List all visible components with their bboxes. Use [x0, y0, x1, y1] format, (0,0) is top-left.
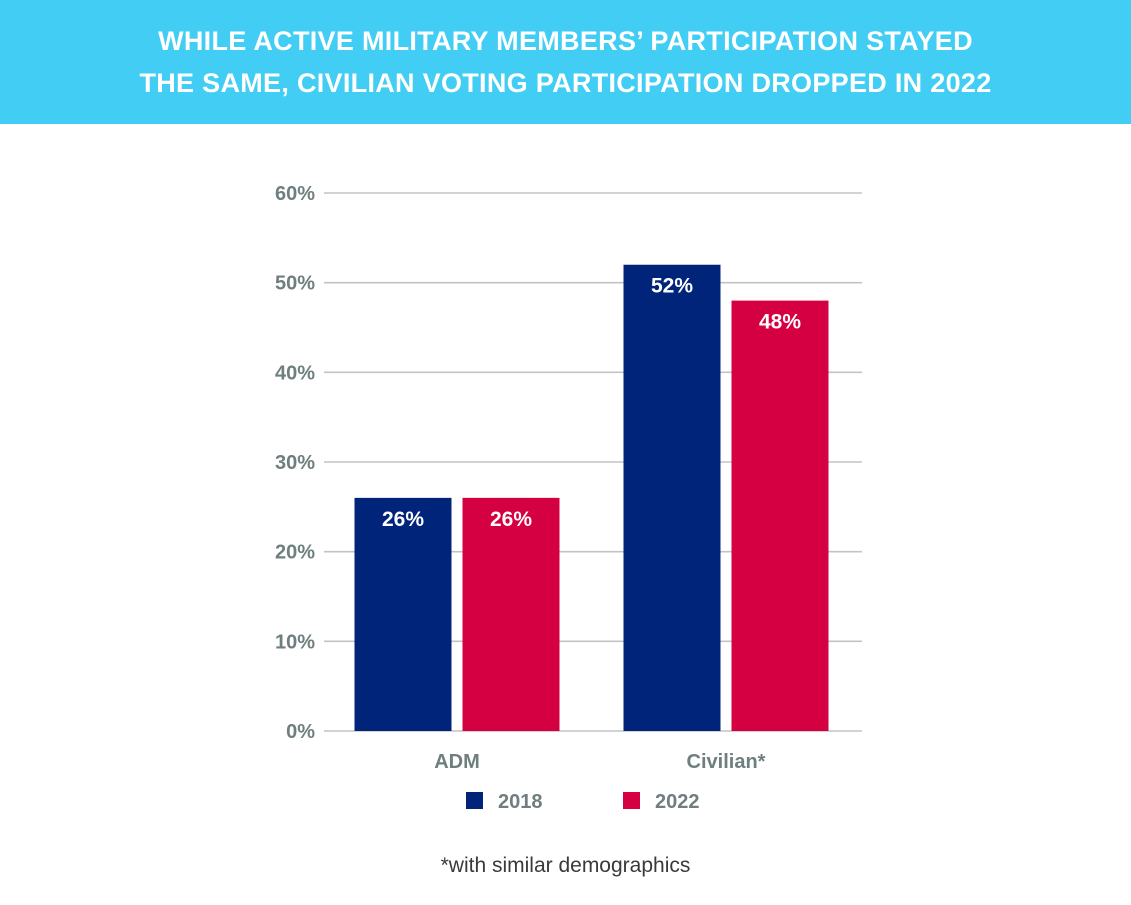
bar-civilian-2018: [623, 264, 721, 731]
chart-title-line-1: WHILE ACTIVE MILITARY MEMBERS’ PARTICIPA…: [158, 26, 973, 56]
footnote: *with similar demographics: [440, 854, 691, 877]
data-label-civilian-2018: 52%: [651, 275, 693, 298]
x-category-label-adm: ADM: [434, 751, 480, 773]
y-tick-label-60: 60%: [275, 183, 315, 205]
chart-title: WHILE ACTIVE MILITARY MEMBERS’ PARTICIPA…: [26, 20, 1106, 104]
title-banner: WHILE ACTIVE MILITARY MEMBERS’ PARTICIPA…: [0, 0, 1131, 124]
data-label-adm-2018: 26%: [382, 508, 424, 531]
y-tick-label-30: 30%: [275, 452, 315, 474]
legend-label-2022: 2022: [655, 791, 700, 813]
bar-adm-2022: [462, 497, 560, 731]
legend-swatch-2022: [623, 792, 640, 809]
bar-civilian-2022: [731, 300, 829, 731]
y-tick-label-50: 50%: [275, 273, 315, 295]
bar-adm-2018: [354, 497, 452, 731]
legend-swatch-2018: [466, 792, 483, 809]
y-tick-label-0: 0%: [286, 721, 315, 743]
x-category-label-civilian: Civilian*: [687, 751, 766, 773]
y-tick-label-10: 10%: [275, 631, 315, 653]
y-tick-label-40: 40%: [275, 362, 315, 384]
data-label-civilian-2022: 48%: [759, 311, 801, 334]
legend-label-2018: 2018: [498, 791, 543, 813]
data-label-adm-2022: 26%: [490, 508, 532, 531]
y-tick-label-20: 20%: [275, 542, 315, 564]
chart-title-line-2: THE SAME, CIVILIAN VOTING PARTICIPATION …: [139, 68, 992, 98]
